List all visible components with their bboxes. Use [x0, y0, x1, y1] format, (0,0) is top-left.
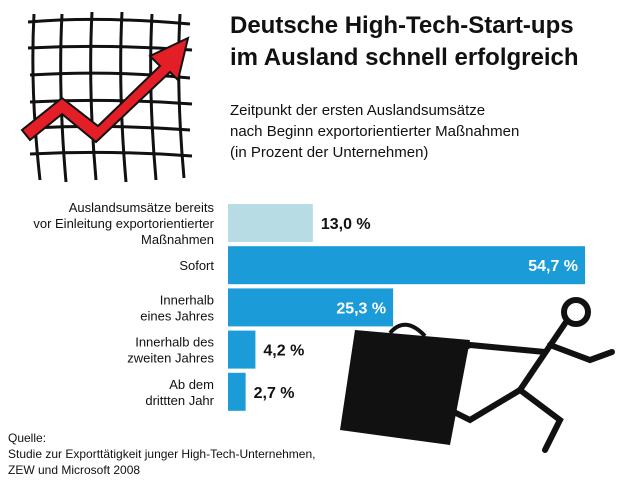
- category-label: zweiten Jahres: [127, 351, 214, 366]
- category-label: vor Einleitung exportorientierter: [33, 216, 214, 231]
- bar: [228, 204, 313, 242]
- bar: [228, 372, 246, 411]
- source: Quelle:: [8, 431, 46, 445]
- category-label: Ab dem: [169, 377, 214, 392]
- category-label: Sofort: [179, 258, 214, 273]
- value-label: 4,2 %: [263, 343, 304, 360]
- briefcase-handle: [388, 322, 427, 338]
- subtitle: Zeitpunkt der ersten Auslandsumsätze: [230, 102, 485, 119]
- grid-icon: [27, 11, 193, 183]
- value-label: 2,7 %: [254, 385, 295, 402]
- category-label: Auslandsumsätze bereits: [69, 200, 215, 215]
- briefcase: [340, 330, 470, 445]
- category-label: Innerhalb: [160, 292, 214, 307]
- category-label: drittten Jahr: [145, 393, 214, 408]
- category-label: eines Jahres: [140, 308, 214, 323]
- value-label: 54,7 %: [528, 258, 578, 275]
- title: Deutsche High-Tech-Start-ups: [230, 12, 574, 39]
- source: Studie zur Exporttätigkeit junger High-T…: [8, 447, 316, 461]
- subtitle: nach Beginn exportorientierter Maßnahmen: [230, 123, 519, 140]
- category-label: Maßnahmen: [141, 232, 214, 247]
- title: im Ausland schnell erfolgreich: [230, 44, 579, 71]
- arrow-icon: [20, 36, 190, 144]
- value-label: 25,3 %: [336, 300, 386, 317]
- bar: [228, 246, 586, 285]
- value-label: 13,0 %: [321, 216, 371, 233]
- subtitle: (in Prozent der Unternehmen): [230, 144, 428, 161]
- bar: [228, 330, 256, 369]
- source: ZEW und Microsoft 2008: [8, 463, 140, 477]
- bar: [228, 288, 394, 327]
- category-label: Innerhalb des: [135, 335, 214, 350]
